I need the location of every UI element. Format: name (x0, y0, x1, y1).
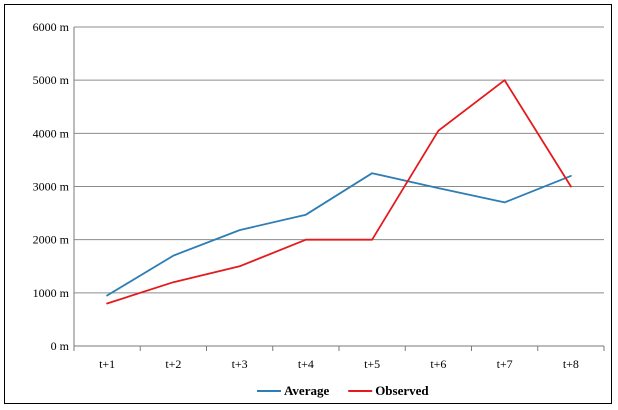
y-tick-label: 5000 m (33, 73, 70, 87)
legend-item-average: Average (257, 383, 329, 398)
legend-label: Observed (375, 383, 429, 398)
y-tick-label: 6000 m (33, 20, 70, 34)
x-tick-label: t+4 (298, 357, 314, 371)
x-tick-label: t+6 (430, 357, 446, 371)
y-tick-label: 3000 m (33, 180, 70, 194)
y-tick-label: 2000 m (33, 233, 70, 247)
legend: Average Observed (257, 383, 429, 398)
y-tick-label: 0 m (51, 339, 70, 353)
y-tick-label: 1000 m (33, 286, 70, 300)
x-tick-label: t+7 (497, 357, 513, 371)
chart-frame: 0 m 1000 m 2000 m 3000 m 4000 m 5000 m 6000 m … (4, 4, 612, 404)
x-tick-label: t+3 (232, 357, 248, 371)
legend-item-observed: Observed (348, 383, 429, 398)
series-line-observed (106, 79, 572, 305)
axes (73, 27, 605, 351)
x-tick-label: t+1 (99, 357, 115, 371)
x-tick-labels: t+1 t+2 t+3 t+4 t+5 t+6 t+7 t+8 (99, 357, 579, 371)
legend-label: Average (284, 383, 329, 398)
gridlines (74, 26, 604, 294)
x-tick-label: t+8 (563, 357, 579, 371)
x-tick-label: t+2 (165, 357, 181, 371)
y-tick-label: 4000 m (33, 126, 70, 140)
series-line-average (106, 172, 572, 297)
series-lines (106, 79, 572, 305)
x-tick-label: t+5 (364, 357, 380, 371)
y-tick-labels: 0 m 1000 m 2000 m 3000 m 4000 m 5000 m 6000 m (33, 20, 70, 353)
